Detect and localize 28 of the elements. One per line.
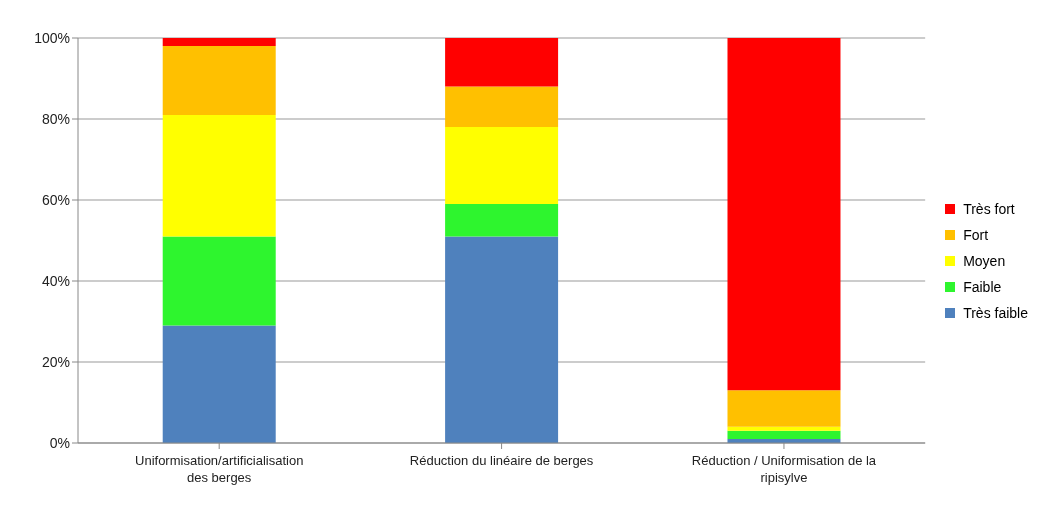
bar: [162, 325, 276, 443]
bar: [727, 430, 841, 439]
y-tick-label: 40%: [41, 272, 70, 289]
x-tick-label: Uniformisation/artificialisation des berges: [135, 453, 304, 485]
bar: [445, 127, 559, 205]
bar: [445, 86, 559, 128]
legend-label: Faible: [963, 278, 1002, 295]
y-tick-label: 0%: [49, 434, 70, 451]
bar: [445, 38, 559, 87]
bar: [727, 390, 841, 427]
bar: [162, 46, 276, 115]
y-tick-label: 20%: [41, 353, 70, 370]
y-tick-label: 100%: [34, 29, 70, 46]
x-tick-label: Réduction du linéaire de berges: [409, 453, 594, 468]
legend-label: Moyen: [963, 252, 1006, 269]
bar: [727, 38, 841, 391]
y-tick-label: 60%: [41, 191, 70, 208]
x-tick-label: Réduction / Uniformisation de la ripisylve: [691, 453, 877, 485]
legend-label: Fort: [963, 226, 989, 243]
bar: [162, 114, 276, 237]
legend-label: Très faible: [963, 304, 1028, 321]
bar: [162, 236, 276, 326]
legend-label: Très fort: [963, 200, 1015, 217]
bar: [445, 204, 559, 237]
bar: [162, 38, 276, 47]
bar: [727, 426, 841, 431]
bar: [445, 236, 559, 443]
y-tick-label: 80%: [41, 110, 70, 127]
